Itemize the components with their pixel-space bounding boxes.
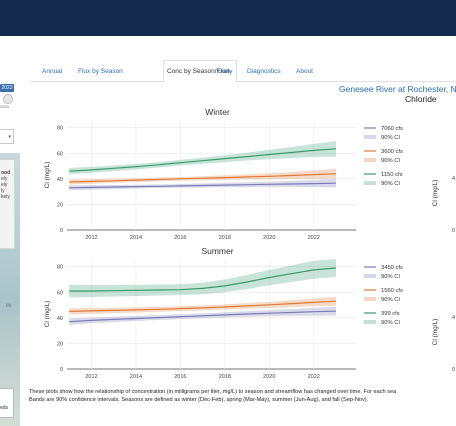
y-tick-label: 20 [57, 202, 63, 208]
legend-swatch-band [364, 135, 376, 139]
legend-label: 90% CI [381, 135, 400, 141]
tab-annual[interactable]: Annual [42, 68, 63, 75]
map-info-popup: ood ely ely ly kely [0, 159, 15, 249]
series-line [69, 300, 337, 312]
tab-bar: Annual Flux by Season Conc by Season/Flo… [30, 60, 456, 83]
parameter-title: Chloride [405, 94, 437, 104]
x-tick-label: 2020 [263, 235, 275, 241]
adjacent-chart-y-axis-label: Cl (mg/L) [432, 180, 439, 207]
y-axis-label: Cl (mg/L) [44, 162, 51, 189]
chart-title: Summer [201, 246, 233, 256]
y-tick-label: 0 [60, 228, 63, 234]
tab-about[interactable]: About [296, 68, 313, 75]
y-tick-label: 40 [57, 177, 63, 183]
legend-swatch-band [364, 297, 376, 301]
popup-line: kely [1, 194, 10, 200]
left-sidebar: 2023 2023 ▾ Irk ood ely ely ly kely eds … [0, 36, 22, 426]
popup-line: ely [1, 182, 8, 188]
x-tick-label: 2020 [263, 374, 275, 380]
y-tick-label: 60 [57, 290, 63, 296]
popup-line: ly [1, 188, 5, 194]
x-tick-label: 2018 [219, 374, 231, 380]
series-line [69, 148, 337, 172]
map-place-label: Irk [6, 303, 12, 309]
series-line [69, 182, 337, 189]
year-slider-tick: 2023 [0, 104, 9, 109]
chart-footnote: These plots show how the relationship of… [29, 388, 456, 404]
series-line [69, 173, 337, 183]
map-legend: eds [0, 388, 14, 418]
legend-swatch-band [364, 158, 376, 162]
x-tick-label: 2016 [174, 374, 186, 380]
tab-daily[interactable]: Daily [218, 68, 233, 75]
y-tick-label: 80 [57, 265, 63, 271]
active-tab-outline [163, 60, 237, 83]
legend-label: 3600 cfs [381, 149, 403, 155]
confidence-band [69, 141, 336, 175]
legend-label: 90% CI [381, 297, 400, 303]
legend-label: 399 cfs [381, 311, 400, 317]
legend-label: 90% CI [381, 158, 400, 164]
y-axis-label: Cl (mg/L) [44, 301, 51, 328]
x-tick-label: 2014 [130, 235, 142, 241]
tab-flux-by-season[interactable]: Flux by Season [78, 68, 123, 75]
adjacent-chart-tick-label: 4 [452, 315, 455, 321]
map-legend-label: eds [0, 405, 9, 411]
adjacent-chart-tick-label: 0 [452, 367, 455, 373]
series-line [69, 267, 337, 292]
y-tick-label: 0 [60, 367, 63, 373]
x-tick-label: 2016 [174, 235, 186, 241]
footnote-line: These plots show how the relationship of… [29, 389, 397, 395]
y-tick-label: 40 [57, 316, 63, 322]
adjacent-chart-tick-label: 0 [452, 228, 455, 234]
y-tick-label: 20 [57, 341, 63, 347]
legend-label: 90% CI [381, 274, 400, 280]
legend-label: 90% CI [381, 320, 400, 326]
legend-label: 3450 cfs [381, 265, 403, 271]
adjacent-chart-y-axis-label: Cl (mg/L) [432, 319, 439, 346]
legend-swatch-band [364, 181, 376, 185]
year-slider-handle[interactable] [3, 94, 13, 104]
legend-swatch-band [364, 320, 376, 324]
y-tick-label: 80 [57, 126, 63, 132]
chevron-down-icon: ▾ [8, 134, 11, 140]
adjacent-chart-tick-label: 4 [452, 176, 455, 182]
popup-line: ood [1, 170, 11, 176]
confidence-band [69, 259, 336, 298]
x-tick-label: 2012 [85, 235, 97, 241]
tab-diagnostics[interactable]: Diagnostics [247, 68, 281, 75]
confidence-band [69, 178, 336, 191]
chart-title: Winter [205, 107, 230, 117]
popup-line: ely [1, 176, 8, 182]
y-tick-label: 60 [57, 151, 63, 157]
x-tick-label: 2018 [219, 235, 231, 241]
year-slider-badge: 2023 [0, 84, 14, 92]
app-header-bar [0, 0, 456, 36]
footnote-line: Bands are 90% confidence intervals. Seas… [29, 397, 369, 403]
legend-label: 7060 cfs [381, 126, 403, 132]
site-select-dropdown[interactable]: ▾ [0, 129, 14, 144]
x-tick-label: 2022 [308, 374, 320, 380]
legend-swatch-band [364, 274, 376, 278]
x-tick-label: 2022 [308, 235, 320, 241]
site-title: Genesee River at Rochester, N [339, 84, 456, 94]
tab-conc-by-season-flow[interactable]: Conc by Season/Flow [167, 68, 231, 75]
legend-label: 1150 cfs [381, 172, 403, 178]
legend-label: 1560 cfs [381, 288, 403, 294]
legend-label: 90% CI [381, 181, 400, 187]
x-tick-label: 2012 [85, 374, 97, 380]
series-line [69, 310, 337, 323]
x-tick-label: 2014 [130, 374, 142, 380]
